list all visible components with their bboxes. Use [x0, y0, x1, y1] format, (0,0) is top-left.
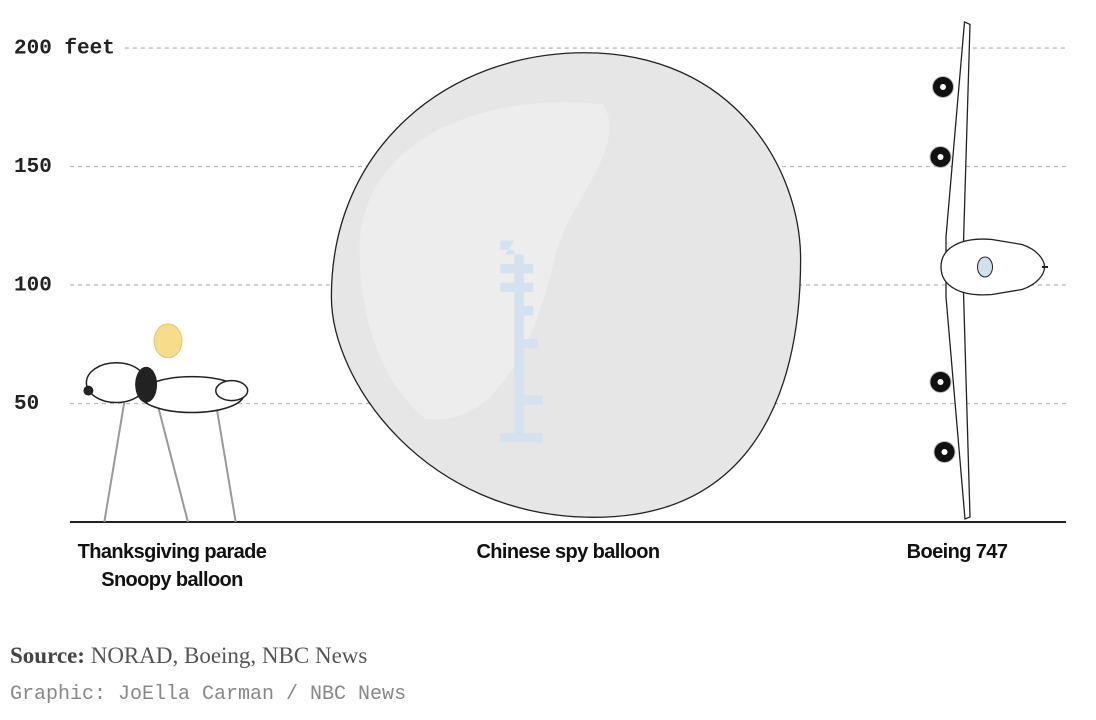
- y-tick-label: 150: [14, 156, 52, 179]
- nose: [83, 385, 94, 396]
- y-tick-label: 200 feet: [14, 38, 115, 61]
- ear: [135, 366, 158, 403]
- category-label: Thanksgiving parade Snoopy balloon: [77, 541, 267, 591]
- source: Source: NORAD, Boeing, NBC News: [10, 643, 367, 669]
- pictogram: [83, 324, 247, 522]
- y-tick-label: 100: [14, 275, 52, 298]
- pictogram: [331, 53, 800, 518]
- tether: [104, 403, 124, 522]
- engine-hub: [937, 378, 944, 385]
- category-label: Boeing 747: [906, 541, 1008, 563]
- pictogram: [930, 22, 1048, 519]
- category-label: Chinese spy balloon: [476, 541, 660, 563]
- credit: Graphic: JoElla Carman / NBC News: [10, 683, 407, 706]
- payload: [500, 240, 543, 443]
- engine-hub: [937, 153, 944, 160]
- y-tick-label: 50: [14, 393, 39, 416]
- paw: [216, 381, 248, 401]
- source-text: NORAD, Boeing, NBC News: [90, 643, 368, 668]
- window: [978, 257, 993, 277]
- engine-hub: [941, 448, 948, 455]
- source-label: Source:: [10, 643, 85, 668]
- highlight: [359, 102, 610, 420]
- woodstock: [154, 324, 182, 358]
- engine-hub: [939, 83, 946, 90]
- tether: [216, 403, 236, 522]
- tether: [156, 399, 188, 522]
